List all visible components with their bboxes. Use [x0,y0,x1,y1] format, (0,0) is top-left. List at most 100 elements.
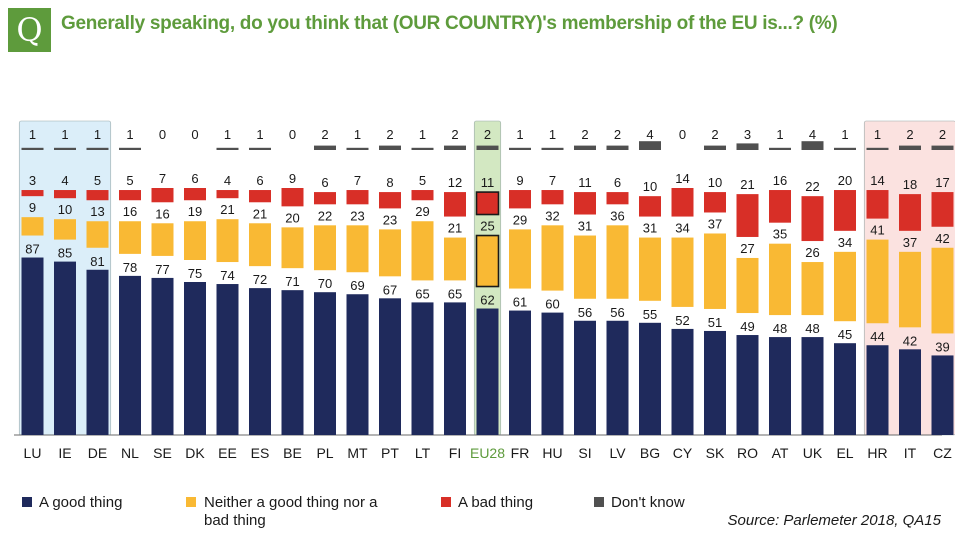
label-good-IE: 85 [58,246,72,261]
label-neither-LT: 29 [415,204,429,219]
bar-neither-EE [217,219,239,262]
label-dontknow-IT: 2 [906,127,913,142]
bar-good-UK [802,337,824,435]
bar-bad-MT [347,190,369,204]
label-good-FI: 65 [448,286,462,301]
label-neither-EE: 21 [220,202,234,217]
label-dontknow-UK: 4 [809,127,816,142]
category-label-EE: EE [218,445,237,461]
bar-neither-FI [444,238,466,281]
bar-neither-NL [119,221,141,254]
category-label-CY: CY [673,445,693,461]
label-bad-PT: 8 [386,175,393,190]
category-label-SI: SI [578,445,591,461]
bar-neither-EL [834,252,856,321]
bar-good-DE [87,270,109,435]
bar-dontknow-EL [834,148,856,150]
bar-bad-EL [834,190,856,231]
bar-good-EE [217,284,239,435]
bar-bad-HU [542,190,564,204]
label-good-MT: 69 [350,278,364,293]
label-dontknow-DK: 0 [191,127,198,142]
label-good-CY: 52 [675,313,689,328]
bar-dontknow-AT [769,148,791,150]
bar-dontknow-IE [54,148,76,150]
bar-dontknow-HR [867,148,889,150]
label-dontknow-EU28: 2 [484,127,491,142]
category-label-HU: HU [542,445,562,461]
bar-neither-RO [737,258,759,313]
bar-neither-HU [542,225,564,290]
bar-neither-LV [607,225,629,298]
bar-good-CZ [932,355,954,435]
category-label-AT: AT [772,445,789,461]
bar-dontknow-ES [249,148,271,150]
label-bad-HU: 7 [549,173,556,188]
label-dontknow-EE: 1 [224,127,231,142]
bar-bad-PL [314,192,336,204]
legend-dontknow-swatch [594,497,604,507]
legend-neither-label-line2: bad thing [204,512,377,530]
label-bad-SK: 10 [708,175,722,190]
label-neither-HR: 41 [870,223,884,238]
bar-dontknow-EE [217,148,239,150]
bar-bad-CZ [932,192,954,227]
label-neither-AT: 35 [773,227,787,242]
label-dontknow-CZ: 2 [939,127,946,142]
legend-bad: A bad thing [441,494,533,512]
bar-dontknow-IT [899,146,921,150]
label-good-HU: 60 [545,297,559,312]
label-bad-BG: 10 [643,179,657,194]
category-label-PT: PT [381,445,399,461]
bar-dontknow-LU [22,148,44,150]
label-good-BE: 71 [285,274,299,289]
label-dontknow-RO: 3 [744,127,751,142]
bar-neither-MT [347,225,369,272]
category-label-PL: PL [316,445,333,461]
bar-dontknow-SK [704,146,726,150]
label-dontknow-SK: 2 [711,127,718,142]
bar-bad-SE [152,188,174,202]
label-good-RO: 49 [740,319,754,334]
legend-neither-swatch [186,497,196,507]
bar-neither-BG [639,238,661,301]
bar-good-BG [639,323,661,435]
label-dontknow-FR: 1 [516,127,523,142]
bar-bad-CY [672,188,694,217]
label-neither-FI: 21 [448,221,462,236]
bar-neither-ES [249,223,271,266]
label-good-FR: 61 [513,295,527,310]
bar-dontknow-UK [802,141,824,150]
label-dontknow-PL: 2 [321,127,328,142]
bar-neither-CY [672,238,694,307]
bar-bad-NL [119,190,141,200]
bar-neither-SE [152,223,174,256]
label-neither-MT: 23 [350,208,364,223]
label-neither-HU: 32 [545,208,559,223]
label-bad-LU: 3 [29,173,36,188]
legend-neither: Neither a good thing nor a bad thing [186,494,377,530]
bar-good-AT [769,337,791,435]
label-neither-FR: 29 [513,212,527,227]
bar-good-CY [672,329,694,435]
label-dontknow-FI: 2 [451,127,458,142]
bar-dontknow-BG [639,141,661,150]
bar-dontknow-EU28 [477,146,499,150]
bar-good-EU28 [477,309,499,435]
category-label-LT: LT [415,445,431,461]
label-good-UK: 48 [805,321,819,336]
bar-bad-LV [607,192,629,204]
bar-neither-UK [802,262,824,315]
label-dontknow-LU: 1 [29,127,36,142]
label-good-DK: 75 [188,266,202,281]
label-neither-IE: 10 [58,202,72,217]
label-dontknow-LV: 2 [614,127,621,142]
label-dontknow-MT: 1 [354,127,361,142]
bar-bad-PT [379,192,401,208]
label-good-PL: 70 [318,276,332,291]
bar-dontknow-LV [607,146,629,150]
bar-good-SK [704,331,726,435]
label-bad-CY: 14 [675,171,689,186]
label-neither-DE: 13 [90,204,104,219]
bar-bad-LT [412,190,434,200]
